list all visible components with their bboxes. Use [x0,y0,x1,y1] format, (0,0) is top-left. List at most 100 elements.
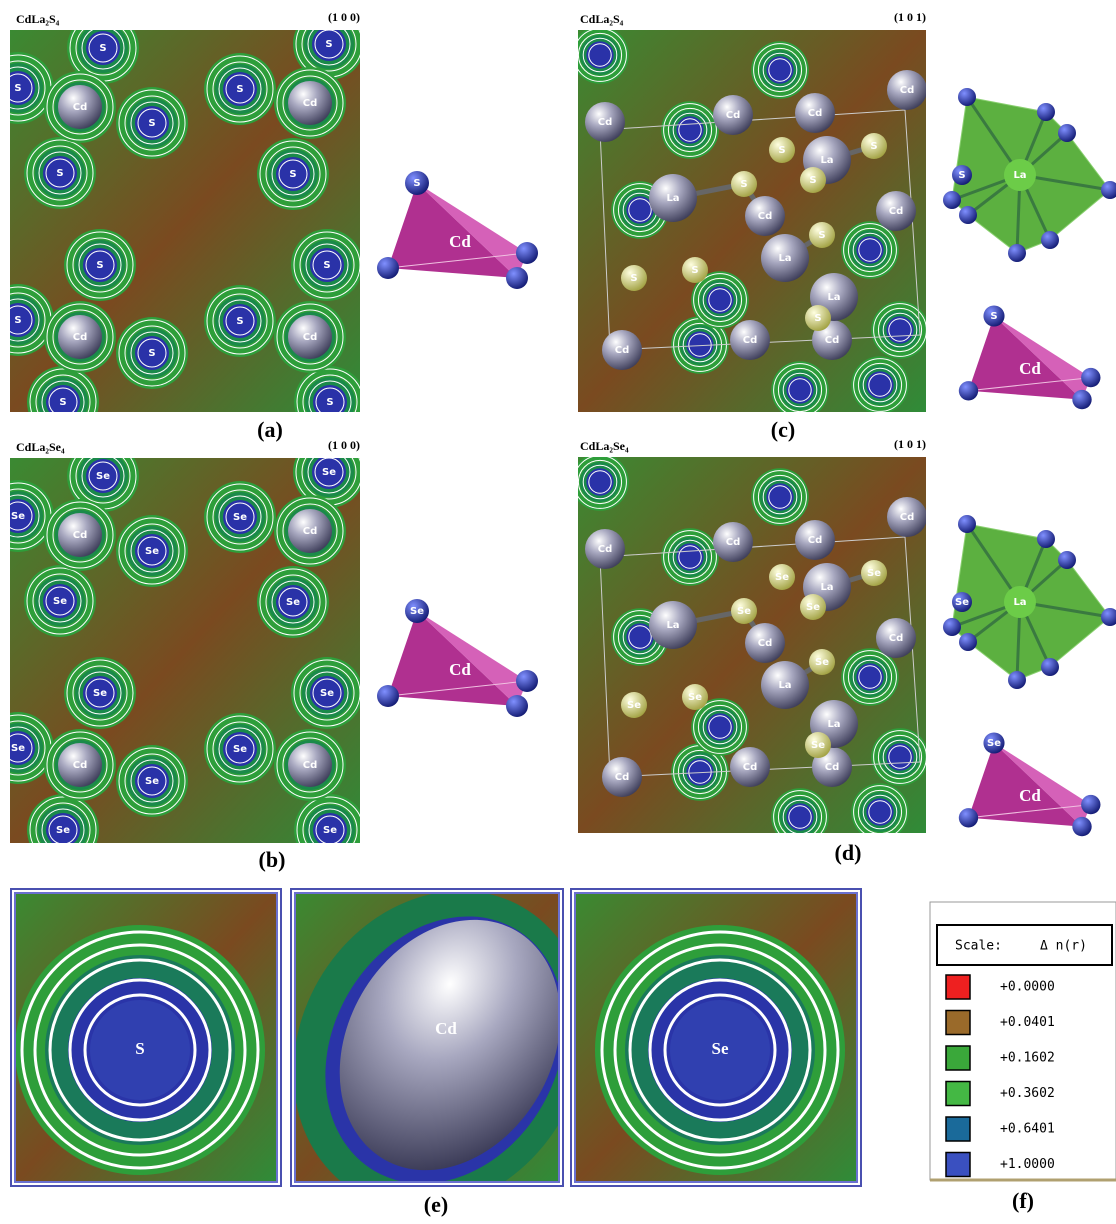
panel-caption: (b) [259,847,286,872]
contour-plot: SeSeSeSeSeSeSeSeSeSeSeSeSeSeCdCdCdCd [0,436,366,866]
anion-ball [1037,103,1055,121]
zoom-plot: Se [576,894,856,1181]
anion-ball [516,242,538,264]
atom-label: Cd [615,345,630,356]
atom-label: S [59,397,66,408]
atom-label: S [96,260,103,271]
contour-fill [706,713,733,740]
panel-caption: (a) [257,417,283,442]
panel-caption: (f) [1012,1188,1034,1213]
tetra-face [968,743,1082,827]
atom-label: Se [323,825,337,836]
anion-ball [506,695,528,717]
anion-ball [1008,244,1026,262]
atom-label: Se [320,688,334,699]
atom-label: Se [145,546,159,557]
atom-label: Se [145,776,159,787]
tetra-face [388,183,517,278]
anion-ball [959,206,977,224]
atom-label: Cd [825,335,840,346]
atom-label: Cd [73,102,88,113]
contour-fill [886,743,913,770]
atom-label: La [827,719,840,730]
contour-fill [856,236,883,263]
contour-fill [676,543,703,570]
atom-label: Se [233,512,247,523]
anion-label: S [958,170,965,181]
contour-fill [786,376,813,403]
atom-label: Se [811,740,825,751]
anion-ball [1058,551,1076,569]
atom-label: La [820,582,833,593]
atom-label: Cd [900,85,915,96]
atom-label: Se [53,596,67,607]
cation-label: Cd [449,660,471,679]
atom-label: Cd [73,530,88,541]
plane-index: (1 0 1) [894,437,926,451]
contour-fill [886,316,913,343]
anion-ball [943,191,961,209]
contour-fill [856,663,883,690]
cation-label: Cd [449,232,471,251]
atom-label: S [814,313,821,324]
atom-label: Cd [825,762,840,773]
atom-label: Cd [615,772,630,783]
zoom-plot: S [15,894,276,1181]
legend: Scale:Δ n(r)+0.0000+0.0401+0.1602+0.3602… [930,902,1116,1180]
cation-label: La [1013,597,1026,608]
atom-label: Se [286,597,300,608]
atom-label: Se [93,688,107,699]
anion-ball [959,808,978,827]
legend-swatch [946,1011,970,1035]
atom-label: La [827,292,840,303]
figure: SSSSSSSSSSSSSSCdCdCdCdCdLa₂S₄(1 0 0)(a)S… [0,0,1116,1224]
atom-label: S [326,397,333,408]
contour-fill [786,803,813,830]
atom-label: S [56,168,63,179]
tetrahedron: SCd [377,171,538,289]
atom-label: Cd [303,760,318,771]
tetrahedron: SeCd [377,599,538,717]
atom-label: La [778,253,791,264]
atom-label: S [325,39,332,50]
atom-label: S [691,265,698,276]
contour-fill [866,371,893,398]
contour-plot: CdCdCdCdCdCdCdCdCdLaLaLaLaSeSeSeSeSeSeSe… [571,453,929,846]
anion-ball [943,618,961,636]
formula: CdLa₂Se₄ [16,440,65,454]
atom-label: Cd [303,332,318,343]
contour-fill [866,798,893,825]
atom-label: Se [11,511,25,522]
cation-label: Cd [1019,359,1041,378]
atom-label: S [99,43,106,54]
atom-label: Cd [889,633,904,644]
atom-label: S [148,118,155,129]
cation-label: Cd [1019,786,1041,805]
atom-label: S [323,260,330,271]
panel-caption: (c) [771,417,795,442]
tetrahedron: SeCd [959,732,1101,836]
atom-label: La [666,193,679,204]
atom-label: La [820,155,833,166]
legend-label: +1.0000 [1000,1157,1055,1172]
atom-label: Cd [758,638,773,649]
legend-swatch [946,975,970,999]
anion-ball [506,267,528,289]
panel-caption: (e) [424,1192,448,1217]
la-polyhedron: LaS [943,88,1116,262]
anion-ball [1081,368,1100,387]
contour-fill [766,483,793,510]
tetra-face [968,316,1082,400]
atom-label: S [289,169,296,180]
atom-label: Se [815,657,829,668]
legend-title: Scale: [955,939,1002,954]
atom-label: Se [867,568,881,579]
atom-label: Se [56,825,70,836]
atom-label: Cd [303,98,318,109]
contour-plot: SSSSSSSSSSSSSSCdCdCdCd [0,8,366,438]
legend-quantity: Δ n(r) [1040,939,1087,954]
atom-label: S [809,175,816,186]
atom-label: Cd [900,512,915,523]
legend-label: +0.3602 [1000,1086,1055,1101]
